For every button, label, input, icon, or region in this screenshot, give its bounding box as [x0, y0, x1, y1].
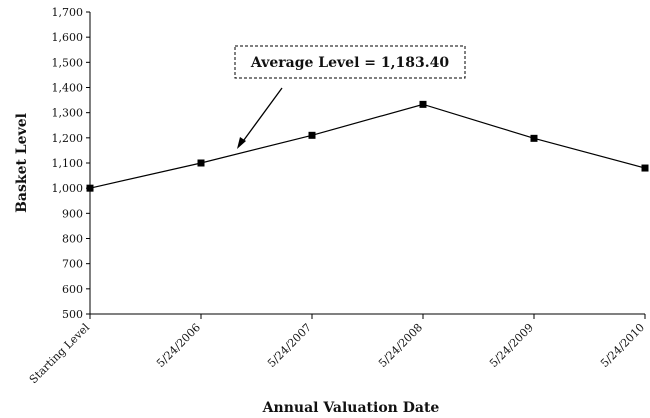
data-point-1 [86, 184, 94, 192]
y-tick-label: 1,300 [52, 107, 84, 120]
data-point-2 [197, 159, 205, 167]
annotation-arrow [240, 87, 283, 145]
y-axis-ticks: 500 600 700 800 900 1,000 1,100 1,200 1,300 1,400… [52, 6, 90, 321]
data-point-6 [641, 164, 649, 172]
series-line [89, 103, 646, 189]
x-tick-label: 5/24/2007 [265, 321, 314, 370]
y-tick-label: 1,700 [52, 6, 84, 19]
x-tick-label: Starting Level [27, 321, 93, 387]
data-point-5 [530, 134, 538, 142]
x-tick-label: 5/24/2006 [154, 321, 203, 370]
y-tick-label: 900 [62, 207, 83, 220]
y-tick-label: 1,400 [52, 82, 84, 95]
x-tick-label: 5/24/2009 [487, 321, 536, 370]
x-axis-ticks: Starting Level 5/24/2006 5/24/2007 5/24/200… [27, 314, 647, 386]
data-point-4 [419, 100, 427, 108]
annotation-arrowhead [237, 137, 246, 149]
y-tick-label: 1,500 [52, 56, 84, 69]
x-tick-label: 5/24/2010 [598, 321, 647, 370]
data-point-3 [308, 131, 316, 139]
y-tick-label: 1,600 [52, 31, 84, 44]
annotation-text: Average Level = 1,183.40 [250, 55, 449, 71]
y-tick-label: 1,200 [52, 132, 84, 145]
annotation: Average Level = 1,183.40 [234, 45, 466, 149]
x-tick-label: 5/24/2008 [376, 321, 425, 370]
y-tick-label: 700 [62, 258, 83, 271]
y-tick-label: 1,000 [52, 182, 84, 195]
y-axis-title: Basket Level [14, 113, 30, 213]
y-tick-label: 600 [62, 283, 83, 296]
x-axis-title: Annual Valuation Date [262, 400, 440, 416]
y-tick-label: 800 [62, 233, 83, 246]
y-tick-label: 500 [62, 308, 83, 321]
y-tick-label: 1,100 [52, 157, 84, 170]
series-group [86, 100, 649, 192]
annotation-box [234, 45, 466, 79]
